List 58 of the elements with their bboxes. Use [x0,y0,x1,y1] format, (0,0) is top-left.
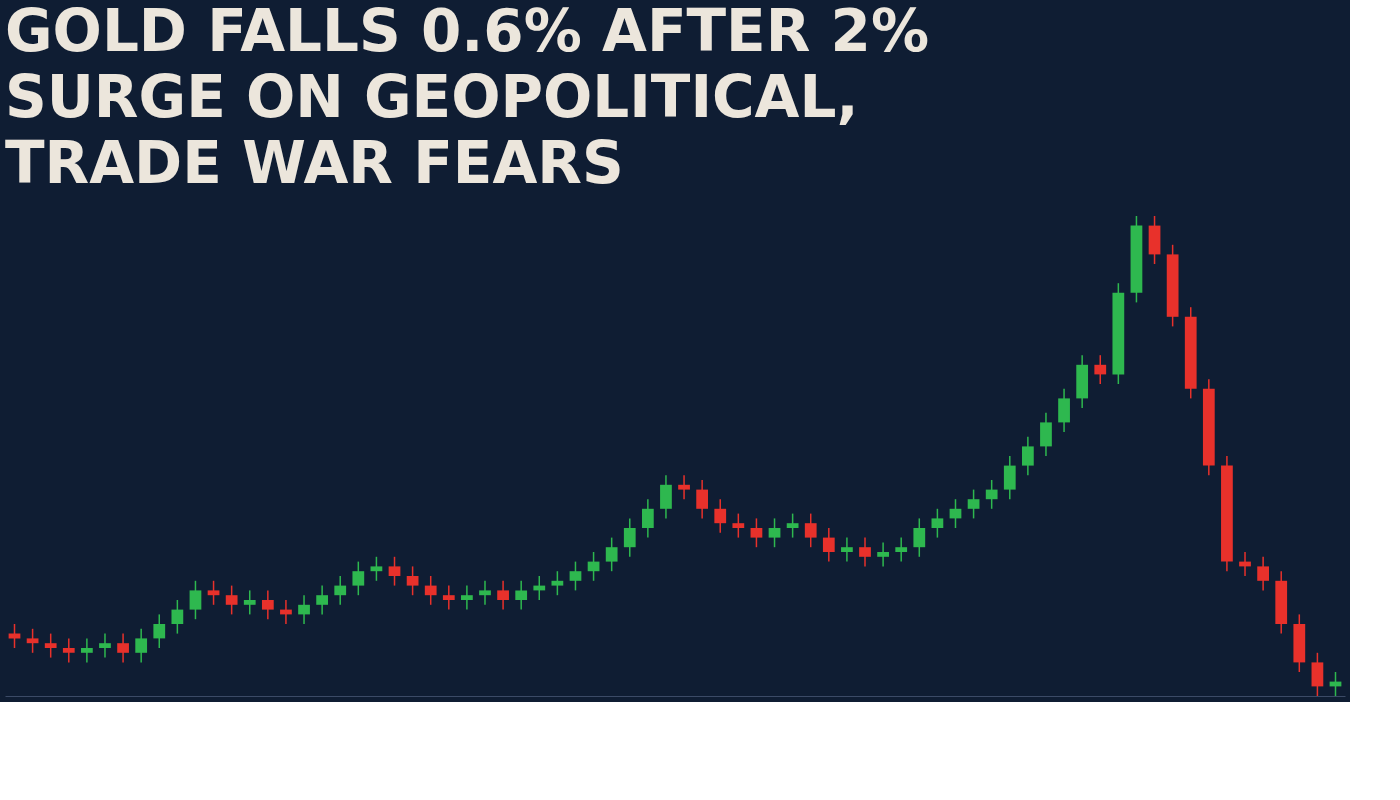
candlestick [985,479,998,510]
candlestick [497,580,509,611]
candlestick [99,632,111,659]
candlestick [442,584,455,611]
candlestick [877,541,889,568]
candlestick [424,575,437,606]
candlestick [732,512,745,539]
candlestick [804,512,817,548]
candlestick [660,474,672,520]
candlestick [1021,436,1034,476]
candlestick [1058,388,1070,433]
candlestick [551,570,564,596]
candlestick [316,584,329,616]
candlestick [696,479,709,520]
chart-title: GOLD FALLS 0.6% AFTER 2% SURGE ON GEOPOLITICAL, TRADE WAR FEARS [5,0,930,198]
candlestick [841,536,853,563]
candlestick [171,599,184,635]
candlestick [605,536,618,572]
candlestick [189,580,202,620]
candlestick [117,632,129,664]
candlestick [822,527,835,563]
candlestick [81,637,93,664]
candlestick [207,580,220,606]
candlestick [714,498,727,534]
candlestick [623,517,636,558]
candlestick [1003,455,1016,500]
candlestick [243,589,256,616]
candlestick [479,580,491,606]
candlestick [931,508,944,539]
candlestick [135,628,148,664]
candlestick [352,560,365,596]
candlestick [406,565,419,596]
candlestick [786,512,799,539]
candlestick [153,613,166,649]
candlestick [515,580,528,611]
candlestick [859,536,871,568]
candlestick [678,474,690,500]
candlestick [26,628,39,654]
candlestick [370,556,383,582]
candlestick [569,560,582,592]
candlestick [62,637,75,664]
candlestick [225,584,238,616]
candlestick [1040,412,1052,457]
candlestick [334,575,347,606]
candlestick [967,488,980,520]
candlestick [1257,556,1269,592]
candlestick [895,536,908,563]
candlestick [641,498,654,539]
candlestick [1311,652,1324,697]
candlestick [913,517,926,558]
candlestick [388,556,401,587]
candlestick [44,632,57,659]
candlestick [750,517,763,548]
candlestick [261,589,274,620]
candlestick [1094,354,1107,385]
candlestick [768,517,781,548]
candlestick [461,584,473,611]
candlestick [298,594,310,625]
